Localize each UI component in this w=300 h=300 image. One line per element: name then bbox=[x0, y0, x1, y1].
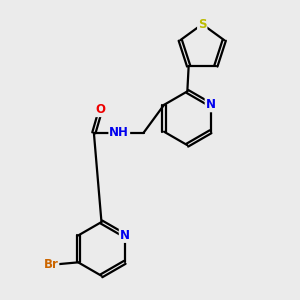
Text: N: N bbox=[206, 98, 216, 111]
Text: NH: NH bbox=[109, 126, 129, 139]
Text: S: S bbox=[198, 18, 206, 31]
Text: N: N bbox=[120, 229, 130, 242]
Text: Br: Br bbox=[44, 258, 59, 271]
Text: O: O bbox=[96, 103, 106, 116]
